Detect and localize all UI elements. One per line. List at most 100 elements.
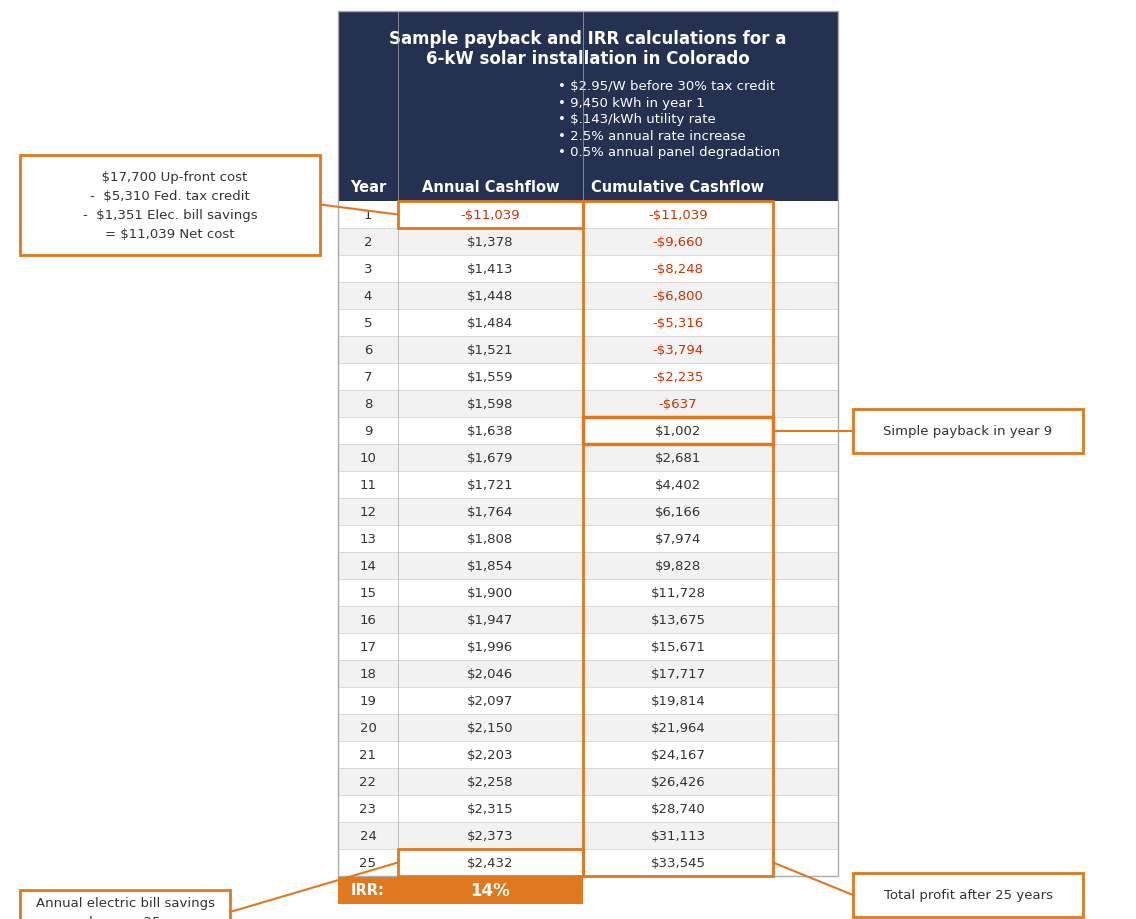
Text: 14: 14: [360, 560, 376, 573]
Text: 6-kW solar installation in Colorado: 6-kW solar installation in Colorado: [426, 50, 750, 68]
Text: -$3,794: -$3,794: [652, 344, 703, 357]
Text: Simple payback in year 9: Simple payback in year 9: [884, 425, 1053, 437]
Text: -$8,248: -$8,248: [652, 263, 703, 276]
Text: 6: 6: [364, 344, 373, 357]
Bar: [339, 633, 838, 660]
Text: $4,402: $4,402: [654, 479, 701, 492]
Bar: [339, 283, 838, 310]
Text: $1,413: $1,413: [467, 263, 513, 276]
Text: 3: 3: [364, 263, 373, 276]
Text: 15: 15: [359, 586, 376, 599]
Bar: [398, 202, 583, 229]
Text: 12: 12: [359, 505, 376, 518]
Text: $1,996: $1,996: [467, 641, 513, 653]
Bar: [339, 742, 838, 768]
Text: $21,964: $21,964: [651, 721, 705, 734]
Text: 23: 23: [359, 802, 376, 815]
Text: • $.143/kWh utility rate: • $.143/kWh utility rate: [558, 113, 716, 126]
Text: $1,854: $1,854: [467, 560, 513, 573]
Bar: [339, 849, 838, 876]
Bar: [20, 155, 320, 255]
Text: Total profit after 25 years: Total profit after 25 years: [884, 889, 1052, 902]
Bar: [339, 498, 838, 526]
Text: $7,974: $7,974: [654, 532, 701, 545]
Text: Sample payback and IRR calculations for a: Sample payback and IRR calculations for …: [390, 30, 787, 48]
Text: $28,740: $28,740: [651, 802, 705, 815]
Text: $24,167: $24,167: [651, 748, 705, 761]
Text: $2,432: $2,432: [467, 857, 513, 869]
Text: 17: 17: [359, 641, 376, 653]
Text: $2,315: $2,315: [467, 802, 513, 815]
Text: $9,828: $9,828: [654, 560, 701, 573]
Text: $33,545: $33,545: [651, 857, 705, 869]
Bar: [339, 417, 838, 445]
Text: $1,002: $1,002: [654, 425, 701, 437]
Text: $2,203: $2,203: [467, 748, 513, 761]
Bar: [339, 202, 838, 229]
Text: Year: Year: [350, 179, 386, 194]
Text: $11,728: $11,728: [651, 586, 705, 599]
Text: • 9,450 kWh in year 1: • 9,450 kWh in year 1: [558, 96, 704, 109]
Bar: [339, 172, 838, 202]
Text: 11: 11: [359, 479, 376, 492]
Bar: [339, 876, 583, 904]
Bar: [339, 552, 838, 579]
Bar: [339, 607, 838, 633]
Bar: [20, 890, 229, 919]
Text: 18: 18: [360, 667, 376, 680]
Text: 20: 20: [360, 721, 376, 734]
Text: $31,113: $31,113: [651, 829, 705, 842]
Text: $1,448: $1,448: [467, 289, 513, 302]
Text: $1,808: $1,808: [467, 532, 513, 545]
Text: Annual Cashflow: Annual Cashflow: [421, 179, 559, 194]
Bar: [583, 202, 772, 417]
Text: • $2.95/W before 30% tax credit: • $2.95/W before 30% tax credit: [558, 80, 775, 93]
Text: $1,598: $1,598: [467, 398, 513, 411]
Text: -$637: -$637: [659, 398, 698, 411]
Bar: [853, 409, 1083, 453]
Bar: [339, 364, 838, 391]
Bar: [339, 471, 838, 498]
Text: -$5,316: -$5,316: [652, 317, 703, 330]
Text: 4: 4: [364, 289, 373, 302]
Text: 8: 8: [364, 398, 373, 411]
Text: $2,046: $2,046: [467, 667, 513, 680]
Text: $1,638: $1,638: [467, 425, 513, 437]
Text: IRR:: IRR:: [351, 882, 385, 898]
Text: -$11,039: -$11,039: [649, 209, 708, 221]
Text: 10: 10: [360, 451, 376, 464]
Bar: [339, 12, 838, 172]
Text: 1: 1: [364, 209, 373, 221]
Text: $2,097: $2,097: [467, 694, 513, 708]
Text: $19,814: $19,814: [651, 694, 705, 708]
Text: 24: 24: [360, 829, 376, 842]
Text: $2,373: $2,373: [467, 829, 513, 842]
Text: $1,947: $1,947: [467, 613, 513, 627]
Text: $1,484: $1,484: [467, 317, 513, 330]
Text: $17,717: $17,717: [651, 667, 705, 680]
Bar: [339, 229, 838, 255]
Text: -$2,235: -$2,235: [652, 370, 703, 383]
Bar: [339, 714, 838, 742]
Text: $2,258: $2,258: [467, 775, 513, 789]
Bar: [339, 579, 838, 607]
Text: -$11,039: -$11,039: [461, 209, 520, 221]
Bar: [339, 310, 838, 336]
Bar: [339, 660, 838, 687]
Bar: [853, 873, 1083, 917]
Bar: [339, 12, 838, 876]
Text: -$6,800: -$6,800: [652, 289, 703, 302]
Bar: [339, 823, 838, 849]
Text: 25: 25: [359, 857, 376, 869]
Bar: [339, 255, 838, 283]
Text: 5: 5: [364, 317, 373, 330]
Text: $1,679: $1,679: [467, 451, 513, 464]
Text: Cumulative Cashflow: Cumulative Cashflow: [592, 179, 765, 194]
Text: 13: 13: [359, 532, 376, 545]
Bar: [583, 417, 772, 876]
Bar: [339, 391, 838, 417]
Text: -$9,660: -$9,660: [652, 236, 703, 249]
Bar: [339, 526, 838, 552]
Text: $1,378: $1,378: [467, 236, 513, 249]
Bar: [583, 417, 772, 445]
